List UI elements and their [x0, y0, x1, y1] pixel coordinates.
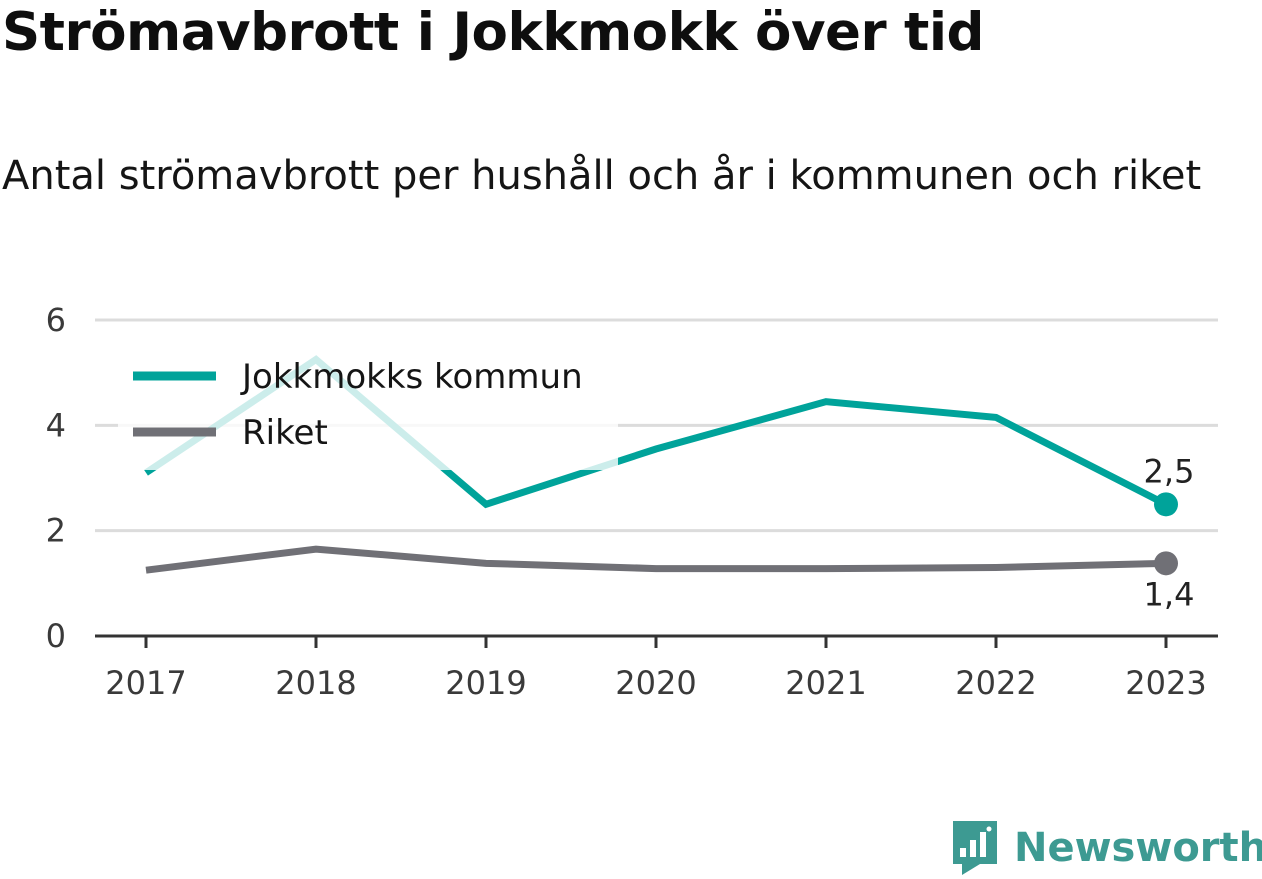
end-point-marker	[1154, 492, 1178, 517]
x-tick-label: 2017	[105, 664, 186, 702]
x-tick-label: 2020	[615, 664, 696, 702]
y-tick-label: 6	[46, 301, 66, 339]
x-tick-label: 2022	[955, 664, 1036, 702]
chart-title: Strömavbrott i Jokkmokk över tid	[2, 2, 984, 63]
y-tick-label: 2	[46, 512, 66, 550]
newsworthy-brand: Newsworthy	[950, 818, 1262, 878]
newsworthy-logo-icon	[953, 821, 997, 875]
end-markers: 2,5 1,4	[1144, 452, 1195, 613]
x-tick-label: 2021	[785, 664, 866, 702]
legend-label: Riket	[242, 413, 328, 453]
brand-name: Newsworthy	[1014, 825, 1262, 871]
y-tick-label: 4	[46, 406, 66, 444]
x-tick-label: 2018	[275, 664, 356, 702]
legend-label: Jokkmokks kommun	[240, 357, 583, 397]
y-tick-label: 0	[46, 617, 66, 655]
legend: Jokkmokks kommun Riket	[133, 357, 583, 453]
y-axis-ticks: 0 2 4 6	[46, 301, 66, 655]
chart-subtitle: Antal strömavbrott per hushåll och år i …	[2, 153, 1202, 199]
end-value-label: 2,5	[1144, 452, 1195, 490]
x-tick-label: 2023	[1125, 664, 1206, 702]
end-point-marker	[1154, 551, 1178, 576]
x-axis: 2017 2018 2019 2020 2021 2022 2023	[95, 634, 1218, 702]
series-line-riket	[145, 545, 1167, 574]
x-tick-label: 2019	[445, 664, 526, 702]
end-value-label: 1,4	[1144, 575, 1195, 613]
